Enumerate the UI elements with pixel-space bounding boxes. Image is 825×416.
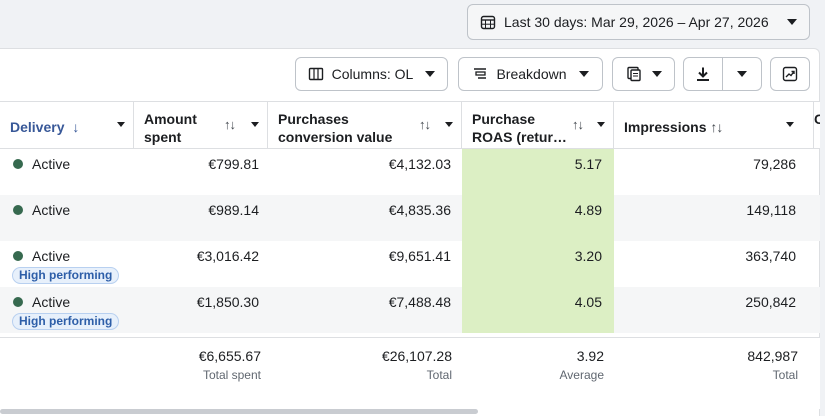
breakdown-button[interactable]: Breakdown [458, 57, 603, 91]
roas-highlight [462, 149, 614, 195]
purchases-value-cell: €7,488.48 [388, 294, 451, 310]
chevron-down-icon [117, 122, 125, 127]
delivery-status: Active [32, 294, 71, 310]
impressions-cell: 79,286 [753, 156, 796, 172]
chevron-down-icon [445, 122, 453, 127]
sort-icon: ↑↓ [572, 117, 584, 132]
sort-icon: ↑↓ [710, 119, 723, 135]
amount-spent-cell: €3,016.42 [196, 248, 259, 264]
column-header-purchases-value[interactable]: Purchases conversion value ↑↓ [268, 102, 462, 148]
column-header-roas[interactable]: Purchase ROAS (retur… ↑↓ [462, 102, 614, 148]
calendar-icon [480, 15, 496, 30]
header-line: conversion value [278, 129, 393, 145]
top-bar: Last 30 days: Mar 29, 2026 – Apr 27, 202… [0, 0, 825, 48]
export-button[interactable] [683, 57, 723, 91]
purchases-value-cell: €4,132.03 [388, 156, 451, 172]
high-performing-badge: High performing [12, 267, 120, 284]
active-status-dot [13, 205, 23, 215]
totals-row: €6,655.67 Total spent €26,107.28 Total 3… [0, 337, 820, 409]
header-line: Purchases [278, 111, 349, 127]
column-header-delivery[interactable]: Delivery ↓ [0, 102, 134, 148]
total-impressions: 842,987 [747, 348, 798, 364]
table-row[interactable]: Active €989.14 €4,835.36 4.89 149,118 [0, 195, 820, 241]
delivery-status: Active [32, 156, 71, 172]
chevron-down-icon [786, 122, 794, 127]
date-range-picker[interactable]: Last 30 days: Mar 29, 2026 – Apr 27, 202… [467, 4, 810, 40]
roas-cell: 4.89 [574, 202, 602, 218]
chevron-down-icon [578, 71, 589, 77]
active-status-dot [13, 297, 23, 307]
chevron-down-icon [737, 71, 747, 77]
export-dropdown-button[interactable] [722, 57, 762, 91]
roas-cell: 3.20 [574, 248, 602, 264]
roas-cell: 4.05 [574, 294, 602, 310]
delivery-header-label: Delivery [10, 119, 65, 135]
delivery-status: Active [32, 202, 71, 218]
purchases-value-cell: €9,651.41 [388, 248, 451, 264]
header-line: Purchase [472, 111, 536, 127]
impressions-cell: 363,740 [745, 248, 796, 264]
column-header-impressions[interactable]: Impressions ↑↓ [614, 102, 814, 148]
purchases-value-cell: €4,835.36 [388, 202, 451, 218]
impressions-cell: 250,842 [745, 294, 796, 310]
roas-highlight [462, 287, 614, 333]
date-range-label: Last 30 days: Mar 29, 2026 – Apr 27, 202… [504, 14, 769, 30]
roas-highlight [462, 195, 614, 241]
chevron-down-icon [425, 71, 436, 77]
total-purchases-value: €26,107.28 [381, 348, 452, 364]
breakdown-icon [474, 68, 487, 79]
header-line: spent [144, 129, 182, 145]
table-header: Delivery ↓ Amount spent ↑↓ Purchases conve… [0, 101, 820, 149]
horizontal-scrollbar[interactable] [0, 409, 478, 414]
chevron-down-icon [251, 122, 259, 127]
roas-cell: 5.17 [574, 156, 602, 172]
active-status-dot [13, 251, 23, 261]
impressions-cell: 149,118 [746, 202, 796, 218]
amount-spent-cell: €799.81 [208, 156, 259, 172]
reports-icon [626, 66, 641, 82]
table-row[interactable]: Active High performing €1,850.30 €7,488.… [0, 287, 820, 333]
amount-spent-cell: €989.14 [208, 202, 259, 218]
columns-button[interactable]: Columns: OL [295, 57, 448, 91]
total-impressions-label: Total [772, 368, 798, 382]
charts-button[interactable] [770, 57, 810, 91]
roas-highlight [462, 241, 614, 287]
sort-descending-icon: ↓ [72, 119, 80, 135]
impressions-header-label: Impressions [624, 119, 707, 135]
chevron-down-icon [787, 19, 797, 25]
columns-label: Columns: OL [331, 66, 414, 82]
trend-chart-icon [782, 66, 798, 82]
total-amount-spent-label: Total spent [202, 368, 261, 382]
active-status-dot [13, 159, 23, 169]
table-row[interactable]: Active High performing €3,016.42 €9,651.… [0, 241, 820, 287]
delivery-status: Active [32, 248, 71, 264]
high-performing-badge: High performing [12, 313, 120, 330]
header-line: ROAS (retur… [472, 129, 567, 145]
reports-button[interactable] [612, 57, 675, 91]
chevron-down-icon [597, 122, 605, 127]
chevron-down-icon [651, 71, 662, 77]
column-header-amount-spent[interactable]: Amount spent ↑↓ [134, 102, 268, 148]
columns-icon [308, 67, 323, 81]
sort-icon: ↑↓ [419, 117, 431, 132]
download-icon [697, 67, 709, 81]
breakdown-label: Breakdown [496, 66, 567, 82]
amount-spent-cell: €1,850.30 [196, 294, 259, 310]
sort-icon: ↑↓ [224, 117, 236, 132]
table-row[interactable]: Active €799.81 €4,132.03 5.17 79,286 [0, 149, 820, 195]
header-line: Amount [144, 111, 197, 127]
average-roas-label: Average [559, 368, 604, 382]
total-amount-spent: €6,655.67 [198, 348, 261, 364]
header-line: C [814, 111, 820, 127]
column-header-next[interactable]: C [814, 102, 820, 148]
ads-table-panel: Columns: OL Breakdown [0, 48, 820, 416]
average-roas: 3.92 [576, 348, 604, 364]
total-purchases-value-label: Total [426, 368, 452, 382]
